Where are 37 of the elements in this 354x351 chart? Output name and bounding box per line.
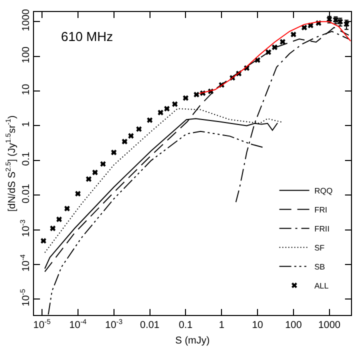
point (75, 190, 81, 196)
x-axis-title: S (mJy) (175, 336, 210, 346)
y-tick-label: 10 (21, 84, 32, 96)
point (272, 44, 278, 50)
x-tick-label: 1000 (318, 320, 341, 331)
legend-label: ALL (314, 281, 330, 290)
point (92, 170, 98, 176)
x-tick-label: 10$^{-3}$ (105, 318, 123, 331)
y-tick-label: 1000 (21, 8, 32, 32)
legend-label: SB (314, 262, 325, 272)
x-tick-label: 10$^{-4}$ (69, 318, 87, 331)
point (280, 38, 286, 45)
x-tick-label: 10$^{-5}$ (33, 318, 51, 331)
annotation: 610 MHz (61, 29, 114, 44)
y-tick-label: 1 (21, 121, 32, 128)
x-tick-label: 10 (252, 320, 264, 331)
point (182, 95, 188, 101)
point (164, 106, 170, 112)
y-tick-label: 100 (21, 46, 32, 64)
legend-label: FRI (314, 205, 328, 214)
legend-label: SF (314, 243, 325, 252)
point (146, 117, 153, 123)
x-tick-label: 1 (218, 320, 225, 331)
x-tick-label: 100 (285, 320, 302, 331)
point (111, 150, 117, 156)
point (136, 126, 142, 132)
legend-label: FRII (314, 224, 330, 234)
x-tick-label: 0.01 (140, 320, 160, 331)
legend-label: RQQ (314, 186, 333, 196)
x-tick-label: 0.1 (178, 320, 194, 331)
point (172, 101, 178, 107)
y-tick-label: 0.01 (21, 183, 32, 204)
point (128, 133, 134, 139)
point (56, 216, 62, 222)
y-tick-label: 0.1 (21, 152, 32, 166)
point (290, 32, 296, 38)
point (40, 238, 46, 244)
